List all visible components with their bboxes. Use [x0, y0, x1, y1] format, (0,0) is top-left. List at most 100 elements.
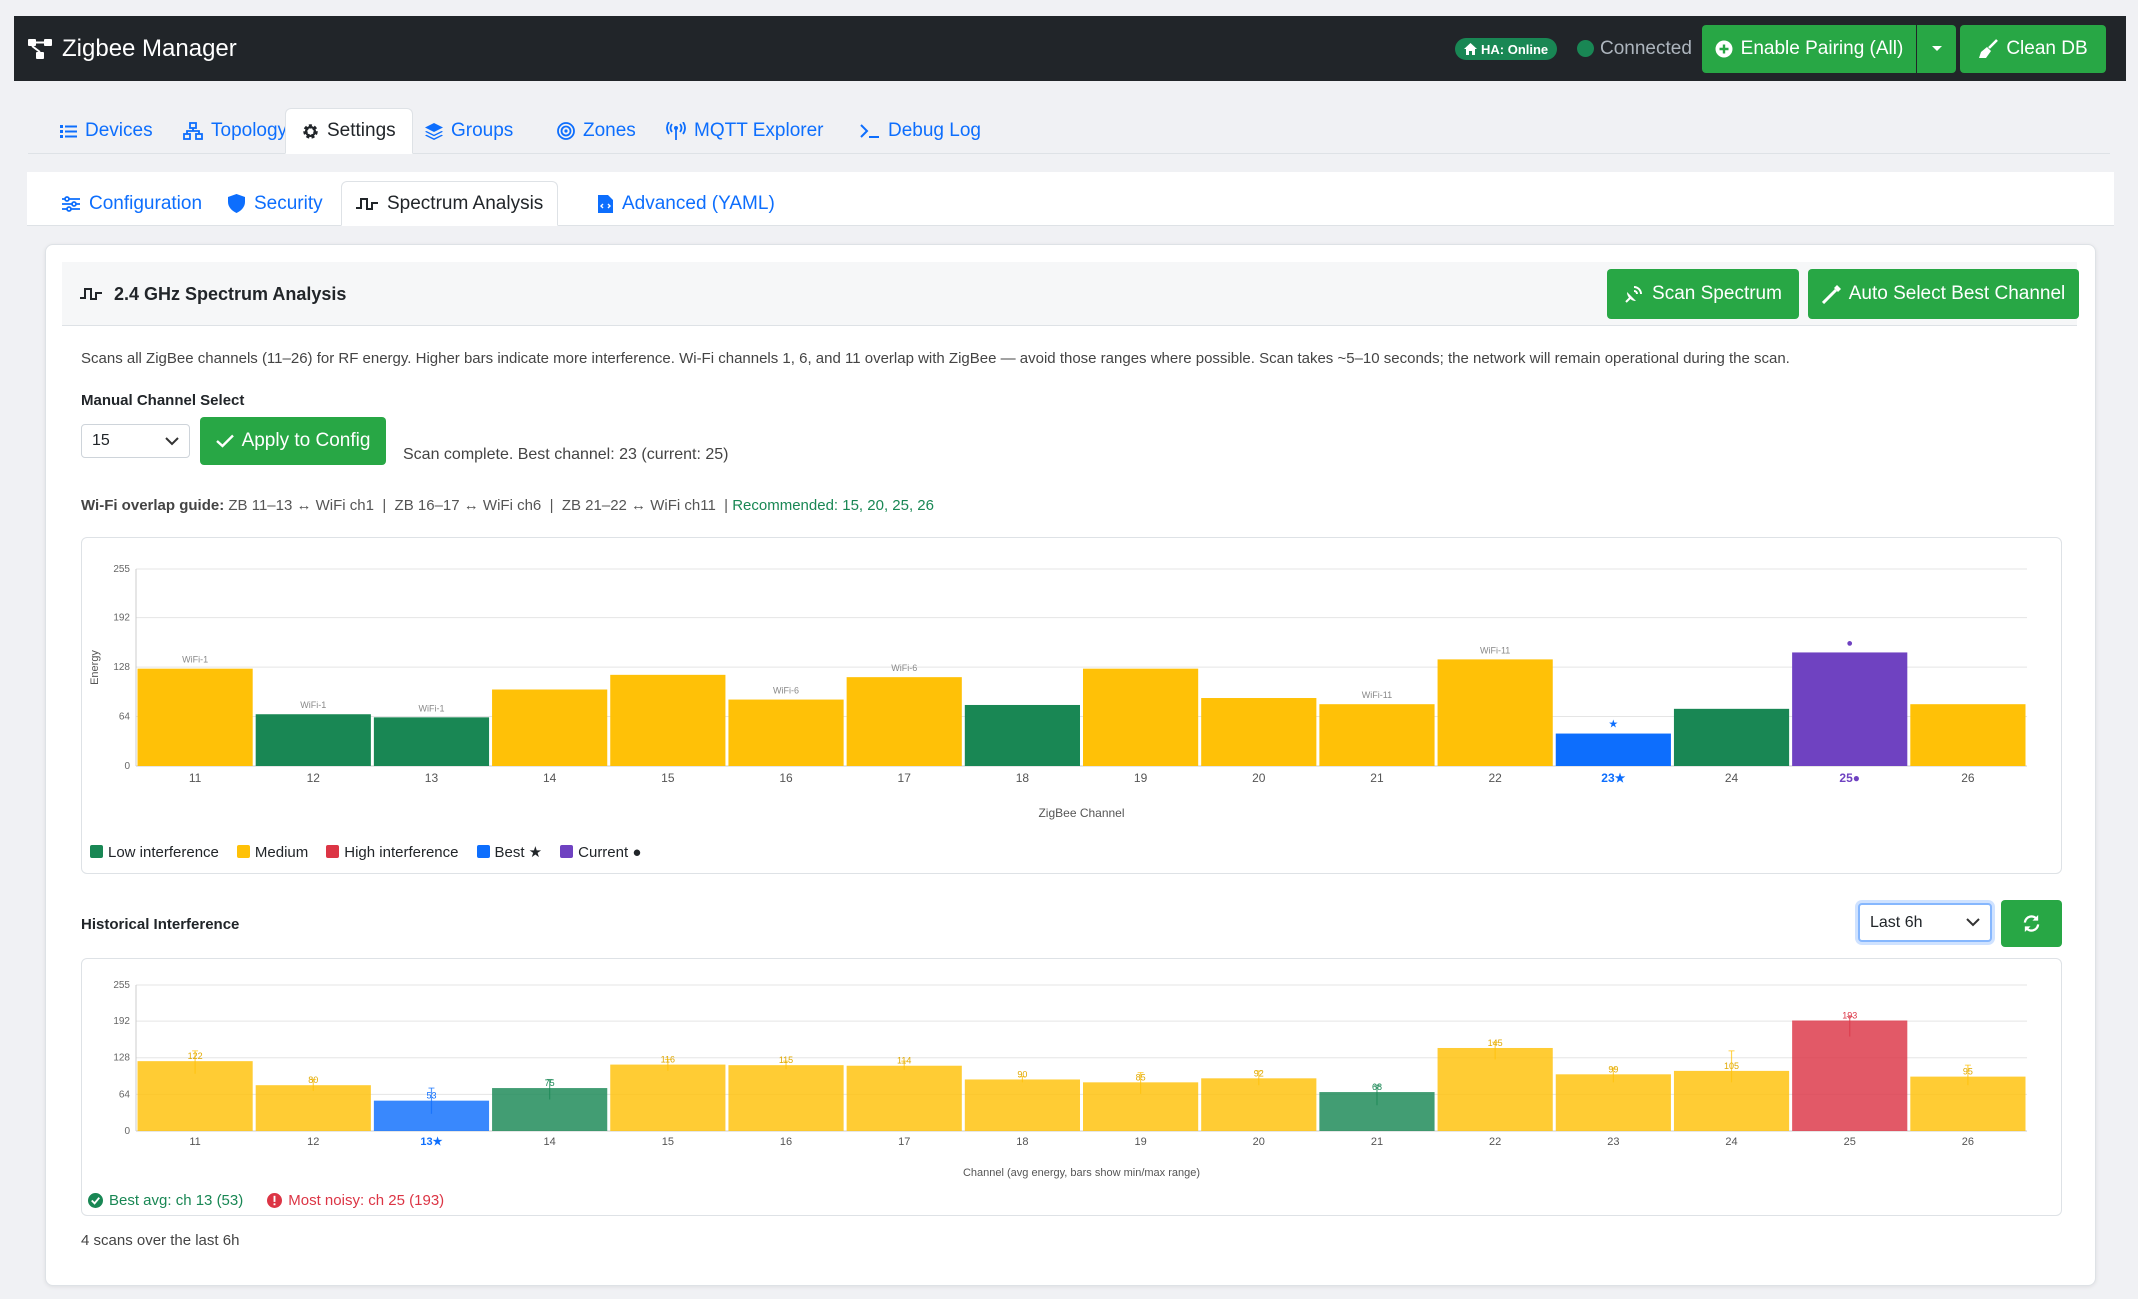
tab-debug-log[interactable]: Debug Log	[844, 108, 997, 154]
bar-ch26	[1910, 1076, 2026, 1131]
home-icon	[1464, 43, 1477, 55]
card-header: 2.4 GHz Spectrum Analysis Scan Spectrum …	[62, 262, 2079, 326]
value-label: 193	[1842, 1010, 1857, 1020]
bar-ch17	[846, 1065, 962, 1131]
scan-spectrum-button[interactable]: Scan Spectrum	[1607, 269, 1799, 319]
subtab-spectrum-analysis[interactable]: Spectrum Analysis	[341, 181, 559, 226]
channel-select[interactable]: 15	[81, 424, 190, 458]
y-tick-label: 192	[113, 613, 130, 624]
marker-label: ●	[1846, 637, 1853, 649]
wifi-overlap-label: WiFi-1	[418, 703, 444, 713]
value-label: 99	[1608, 1064, 1618, 1074]
history-range-value: Last 6h	[1870, 913, 1923, 931]
spectrum-chart-box: 0 64 128 192 255 WiFi-1 11 WiFi-1 12 WiFi-1 13 14 15…	[81, 537, 2062, 874]
value-label: 114	[897, 1056, 911, 1066]
bar-ch23	[1555, 1074, 1671, 1131]
antenna-icon	[666, 122, 686, 140]
y-tick-label: 128	[113, 662, 130, 673]
enable-pairing-label: Enable Pairing (All)	[1740, 38, 1904, 59]
channel-select-value: 15	[92, 432, 110, 449]
tab-label: Devices	[85, 120, 153, 141]
spectrum-legend: Low interference Medium High interference B…	[90, 843, 641, 861]
scan-status: Scan complete. Best channel: 23 (current…	[403, 446, 729, 463]
refresh-history-button[interactable]	[2001, 900, 2062, 947]
y-tick-label: 0	[124, 761, 130, 772]
connection-status: Connected	[1577, 16, 1692, 81]
overlap-text: ZB 11–13 ↔ WiFi ch1 | ZB 16–17 ↔ WiFi ch…	[228, 497, 729, 514]
satellite-dish-icon	[1625, 286, 1643, 303]
legend-label: High interference	[344, 843, 459, 861]
subtab-advanced-yaml[interactable]: Advanced (YAML)	[584, 181, 789, 226]
gear-icon	[303, 123, 318, 139]
x-tick-label: 21	[1371, 1136, 1383, 1148]
pairing-dropdown-toggle[interactable]	[1917, 25, 1956, 73]
card-title-text: 2.4 GHz Spectrum Analysis	[114, 283, 347, 304]
x-tick-label: 25●	[1839, 771, 1860, 785]
legend-item: Current ●	[560, 844, 641, 861]
shield-icon	[228, 194, 245, 213]
tab-label: Groups	[451, 120, 514, 141]
pulse-icon	[356, 197, 378, 210]
legend-item: Low interference	[90, 844, 219, 861]
clean-db-button[interactable]: Clean DB	[1960, 25, 2106, 73]
tab-settings[interactable]: Settings	[285, 108, 413, 154]
y-tick-label: 192	[113, 1016, 130, 1027]
legend-swatch	[560, 844, 574, 858]
bar-ch25	[1792, 1020, 1908, 1131]
subtab-configuration[interactable]: Configuration	[48, 181, 216, 226]
spectrum-chart: 0 64 128 192 255 WiFi-1 11 WiFi-1 12 WiFi-1 13 14 15…	[89, 564, 2027, 820]
settings-subtabs: Configuration Security Spectrum Analysis…	[27, 172, 2114, 226]
tab-groups[interactable]: Groups	[409, 108, 529, 154]
legend-label: Current ●	[578, 843, 642, 861]
enable-pairing-button[interactable]: Enable Pairing (All)	[1702, 25, 1916, 73]
tab-topology[interactable]: Topology	[167, 108, 303, 154]
apply-to-config-button[interactable]: Apply to Config	[200, 417, 386, 465]
history-range-select[interactable]: Last 6h	[1858, 903, 1992, 942]
bar-ch15	[610, 1064, 726, 1131]
list-icon	[60, 124, 77, 138]
tab-zones[interactable]: Zones	[541, 108, 652, 154]
legend-label: Low interference	[108, 843, 219, 861]
x-tick-label: 20	[1252, 771, 1266, 785]
value-label: 80	[308, 1075, 318, 1085]
bar-ch21	[1319, 704, 1435, 766]
history-chart: 0 64 128 192 255 122 11 80 12 53 13★ 75 14 116 15 115 16…	[113, 980, 2027, 1179]
connection-text: Connected	[1600, 37, 1692, 59]
x-tick-label: 24	[1725, 1136, 1737, 1148]
card-title: 2.4 GHz Spectrum Analysis	[80, 262, 346, 326]
terminal-icon	[860, 124, 879, 138]
value-label: 85	[1136, 1072, 1146, 1082]
sliders-icon	[62, 195, 80, 212]
subtab-label: Spectrum Analysis	[387, 192, 544, 214]
bar-ch17	[846, 677, 962, 766]
value-label: 95	[1963, 1067, 1973, 1077]
legend-swatch	[90, 844, 103, 858]
history-chart-box: 0 64 128 192 255 122 11 80 12 53 13★ 75 14 116 15 115 16…	[81, 958, 2062, 1216]
subtab-security[interactable]: Security	[214, 181, 337, 226]
x-tick-label: 25	[1844, 1136, 1856, 1148]
x-tick-label: 23	[1607, 1136, 1619, 1148]
spectrum-card: 2.4 GHz Spectrum Analysis Scan Spectrum …	[45, 244, 2096, 1286]
bar-ch23	[1555, 733, 1671, 766]
recommended-channels: Recommended: 15, 20, 25, 26	[732, 497, 934, 514]
value-label: 53	[426, 1091, 436, 1101]
bullseye-icon	[557, 122, 575, 140]
x-tick-label: 16	[780, 1136, 792, 1148]
scan-spectrum-label: Scan Spectrum	[1652, 283, 1782, 304]
x-tick-label: 15	[661, 771, 675, 785]
wand-icon	[1821, 284, 1841, 304]
brand[interactable]: Zigbee Manager	[28, 16, 237, 81]
x-tick-label: 17	[898, 771, 912, 785]
legend-item: High interference	[326, 843, 459, 861]
bar-ch26	[1910, 704, 2026, 766]
tab-label: Debug Log	[888, 120, 981, 141]
tab-mqtt-explorer[interactable]: MQTT Explorer	[650, 108, 840, 154]
pulse-icon	[80, 288, 102, 300]
wifi-overlap-label: WiFi-11	[1480, 645, 1510, 655]
x-tick-label: 22	[1488, 771, 1502, 785]
most-noisy: Most noisy: ch 25 (193)	[267, 1192, 444, 1209]
auto-select-button[interactable]: Auto Select Best Channel	[1808, 269, 2079, 319]
x-tick-label: 13	[425, 771, 439, 785]
tab-devices[interactable]: Devices	[44, 108, 169, 154]
scan-count: 4 scans over the last 6h	[81, 1232, 240, 1249]
